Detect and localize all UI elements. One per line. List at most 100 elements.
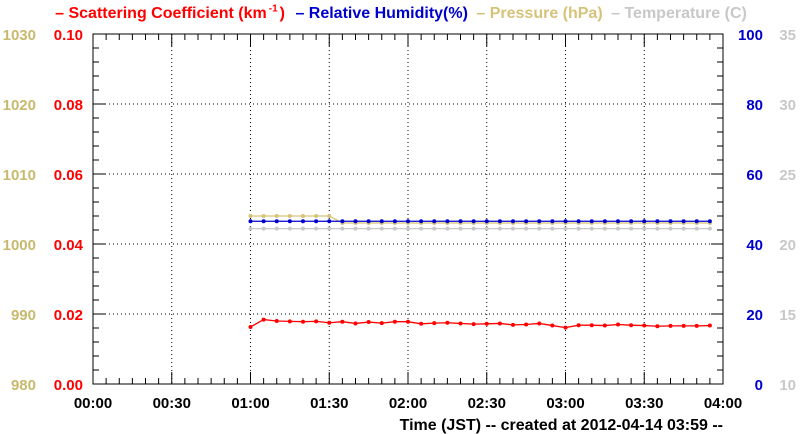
- humidity-tick-label: 100: [738, 27, 763, 44]
- legend-humidity: – Relative Humidity(%): [295, 5, 468, 23]
- series-point-scattering: [563, 325, 568, 330]
- series-point-temperature: [694, 226, 699, 231]
- series-point-temperature: [392, 226, 397, 231]
- series-point-pressure: [301, 214, 305, 218]
- scattering-tick-label: 0.06: [54, 167, 83, 184]
- series-point-scattering: [406, 319, 410, 324]
- series-point-temperature: [537, 226, 542, 231]
- series-point-scattering: [314, 319, 319, 324]
- chart-legend: – Scattering Coefficient (km -1) – Relati…: [0, 4, 800, 23]
- series-point-humidity: [668, 219, 673, 224]
- series-point-humidity: [484, 219, 489, 224]
- series-point-temperature: [589, 226, 594, 231]
- series-point-humidity: [616, 219, 620, 224]
- series-point-humidity: [694, 219, 699, 224]
- series-point-temperature: [681, 226, 686, 231]
- series-point-humidity: [576, 219, 581, 224]
- series-point-scattering: [353, 321, 358, 326]
- series-point-scattering: [681, 323, 686, 328]
- series-point-humidity: [248, 219, 253, 224]
- series-point-humidity: [406, 219, 410, 224]
- temperature-tick-label: 25: [779, 167, 796, 184]
- scattering-tick-label: 0.08: [54, 97, 83, 114]
- temperature-tick-label: 35: [779, 27, 796, 44]
- series-point-scattering: [589, 323, 594, 328]
- series-point-temperature: [524, 226, 529, 231]
- series-point-scattering: [616, 322, 620, 327]
- series-point-humidity: [537, 219, 542, 224]
- series-point-scattering: [379, 321, 384, 326]
- pressure-tick-label: 1030: [3, 27, 36, 44]
- series-point-scattering: [484, 321, 489, 326]
- series-point-scattering: [550, 323, 555, 328]
- series-point-temperature: [497, 226, 502, 231]
- series-point-scattering: [497, 321, 502, 326]
- series-point-pressure: [287, 214, 292, 218]
- humidity-tick-label: 0: [755, 377, 763, 394]
- series-point-scattering: [629, 323, 634, 328]
- series-point-humidity: [366, 219, 371, 224]
- series-point-humidity: [419, 219, 424, 224]
- humidity-tick-label: 60: [746, 167, 763, 184]
- series-point-scattering: [366, 320, 371, 325]
- series-point-scattering: [432, 321, 437, 326]
- series-point-temperature: [287, 226, 292, 231]
- series-point-pressure: [261, 214, 266, 218]
- series-point-temperature: [550, 226, 555, 231]
- series-point-pressure: [327, 214, 332, 218]
- series-point-scattering: [537, 321, 542, 326]
- series-point-humidity: [707, 219, 712, 224]
- temperature-tick-label: 30: [779, 97, 796, 114]
- series-point-temperature: [261, 226, 266, 231]
- series-point-scattering: [642, 323, 647, 328]
- series-point-humidity: [642, 219, 647, 224]
- series-point-humidity: [563, 219, 568, 224]
- series-point-humidity: [314, 219, 319, 224]
- series-point-humidity: [589, 219, 594, 224]
- x-tick-label: 02:00: [389, 395, 427, 412]
- series-point-temperature: [327, 226, 332, 231]
- series-point-humidity: [379, 219, 384, 224]
- series-point-scattering: [602, 323, 607, 328]
- series-point-humidity: [445, 219, 450, 224]
- series-point-humidity: [432, 219, 437, 224]
- series-point-humidity: [340, 219, 345, 224]
- series-point-temperature: [616, 226, 620, 231]
- series-point-temperature: [353, 226, 358, 231]
- series-point-scattering: [458, 321, 463, 326]
- series-point-scattering: [392, 319, 397, 324]
- temperature-tick-label: 10: [779, 377, 796, 394]
- series-point-temperature: [301, 226, 305, 231]
- humidity-tick-label: 20: [746, 307, 763, 324]
- series-point-scattering: [576, 323, 581, 328]
- scattering-tick-label: 0.10: [54, 27, 83, 44]
- series-point-temperature: [340, 226, 345, 231]
- series-point-pressure: [274, 214, 279, 218]
- series-point-temperature: [484, 226, 489, 231]
- series-point-scattering: [327, 320, 332, 325]
- series-point-scattering: [511, 322, 515, 327]
- series-point-temperature: [563, 226, 568, 231]
- series-point-temperature: [248, 226, 253, 231]
- x-tick-label: 00:00: [74, 395, 112, 412]
- series-point-temperature: [668, 226, 673, 231]
- series-point-humidity: [301, 219, 305, 224]
- humidity-tick-label: 80: [746, 97, 763, 114]
- x-tick-label: 01:00: [231, 395, 269, 412]
- legend-temperature: – Temperature (C): [611, 5, 747, 23]
- series-point-pressure: [248, 214, 253, 218]
- series-point-humidity: [353, 219, 358, 224]
- series-point-humidity: [458, 219, 463, 224]
- series-point-humidity: [287, 219, 292, 224]
- scattering-tick-label: 0.02: [54, 307, 83, 324]
- series-point-scattering: [248, 324, 253, 329]
- series-point-scattering: [655, 324, 660, 329]
- pressure-tick-label: 1020: [3, 97, 36, 114]
- series-point-temperature: [274, 226, 279, 231]
- series-point-humidity: [274, 219, 279, 224]
- x-tick-label: 03:00: [546, 395, 584, 412]
- series-point-scattering: [287, 319, 292, 324]
- series-line-pressure: [250, 215, 710, 224]
- series-point-scattering: [668, 323, 673, 328]
- x-axis-title: Time (JST) -- created at 2012-04-14 03:5…: [400, 417, 723, 434]
